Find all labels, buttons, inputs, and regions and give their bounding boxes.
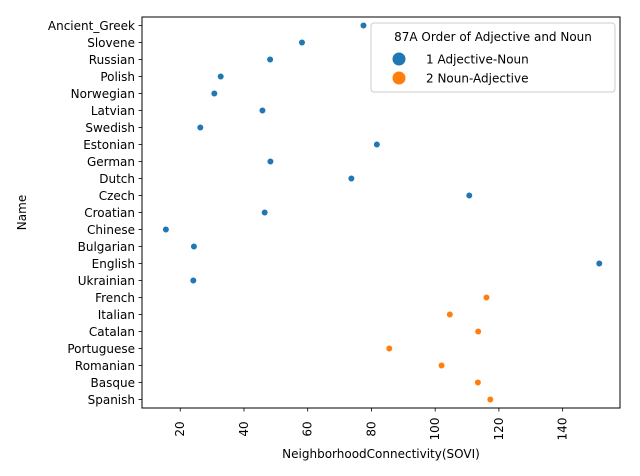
legend-marker-adjective-noun (392, 52, 406, 66)
point-polish (217, 72, 225, 81)
data-points (162, 21, 603, 404)
y-tick-label-bulgarian: Bulgarian (78, 240, 135, 254)
point-norwegian (210, 89, 218, 98)
y-tick-label-portuguese: Portuguese (67, 342, 135, 356)
legend-marker-noun-adjective (392, 71, 406, 85)
x-tick-label-80: 80 (364, 421, 378, 436)
x-tick-label-60: 60 (301, 421, 315, 436)
y-tick-label-french: French (95, 291, 135, 305)
point-dutch (347, 174, 355, 183)
legend-label-noun-adjective: 2 Noun-Adjective (426, 72, 529, 86)
y-tick-label-italian: Italian (98, 308, 135, 322)
point-english (595, 259, 603, 268)
point-portuguese (385, 344, 393, 353)
y-tick-label-ancient-greek: Ancient_Greek (48, 19, 135, 33)
plot-area-frame (141, 16, 621, 409)
x-axis-ticks: 20 40 60 80 100 120 140 (173, 408, 570, 441)
y-tick-label-catalan: Catalan (89, 325, 135, 339)
point-slovene (298, 38, 306, 47)
point-french (482, 293, 491, 302)
x-tick-label-120: 120 (492, 418, 506, 441)
x-tick-label-40: 40 (237, 421, 251, 436)
y-tick-label-german: German (87, 155, 135, 169)
x-tick-label-20: 20 (173, 421, 187, 436)
x-tick-label-100: 100 (428, 418, 442, 441)
point-czech (465, 191, 473, 200)
y-tick-label-spanish: Spanish (88, 393, 135, 407)
legend: 87A Order of Adjective and Noun 1 Adject… (370, 22, 616, 93)
point-romanian (437, 361, 446, 370)
y-tick-label-russian: Russian (89, 53, 135, 67)
y-tick-label-slovene: Slovene (87, 36, 135, 50)
y-tick-label-norwegian: Norwegian (71, 87, 135, 101)
point-ancient-greek (359, 21, 368, 30)
point-italian (446, 310, 454, 319)
y-tick-label-basque: Basque (91, 376, 135, 390)
point-swedish (196, 123, 204, 132)
legend-label-adjective-noun: 1 Adjective-Noun (426, 53, 529, 67)
point-spanish (486, 395, 494, 404)
point-chinese (162, 225, 170, 234)
y-tick-label-polish: Polish (100, 70, 135, 84)
point-catalan (474, 327, 482, 336)
point-croatian (261, 208, 269, 217)
y-tick-label-czech: Czech (99, 189, 135, 203)
x-axis-label: NeighborhoodConnectivity(SOVI) (282, 447, 480, 461)
y-tick-label-latvian: Latvian (91, 104, 135, 118)
point-bulgarian (190, 242, 198, 251)
y-tick-label-croatian: Croatian (84, 206, 135, 220)
y-tick-label-dutch: Dutch (99, 172, 135, 186)
point-latvian (258, 106, 267, 115)
point-ukrainian (189, 276, 197, 285)
point-german (266, 157, 275, 166)
point-estonian (373, 140, 381, 149)
y-tick-label-chinese: Chinese (87, 223, 135, 237)
point-russian (266, 55, 274, 64)
legend-title: 87A Order of Adjective and Noun (394, 30, 592, 44)
y-tick-label-english: English (92, 257, 135, 271)
y-tick-label-estonian: Estonian (83, 138, 135, 152)
y-axis-ticks: Ancient_Greek Slovene Russian Polish Norwegi… (48, 19, 142, 407)
x-tick-label-140: 140 (556, 418, 570, 441)
legend-box (370, 22, 616, 93)
y-tick-label-romanian: Romanian (75, 359, 135, 373)
point-basque (474, 378, 482, 387)
y-axis-label: Name (15, 195, 29, 230)
y-tick-label-swedish: Swedish (85, 121, 135, 135)
y-tick-label-ukrainian: Ukrainian (78, 274, 135, 288)
